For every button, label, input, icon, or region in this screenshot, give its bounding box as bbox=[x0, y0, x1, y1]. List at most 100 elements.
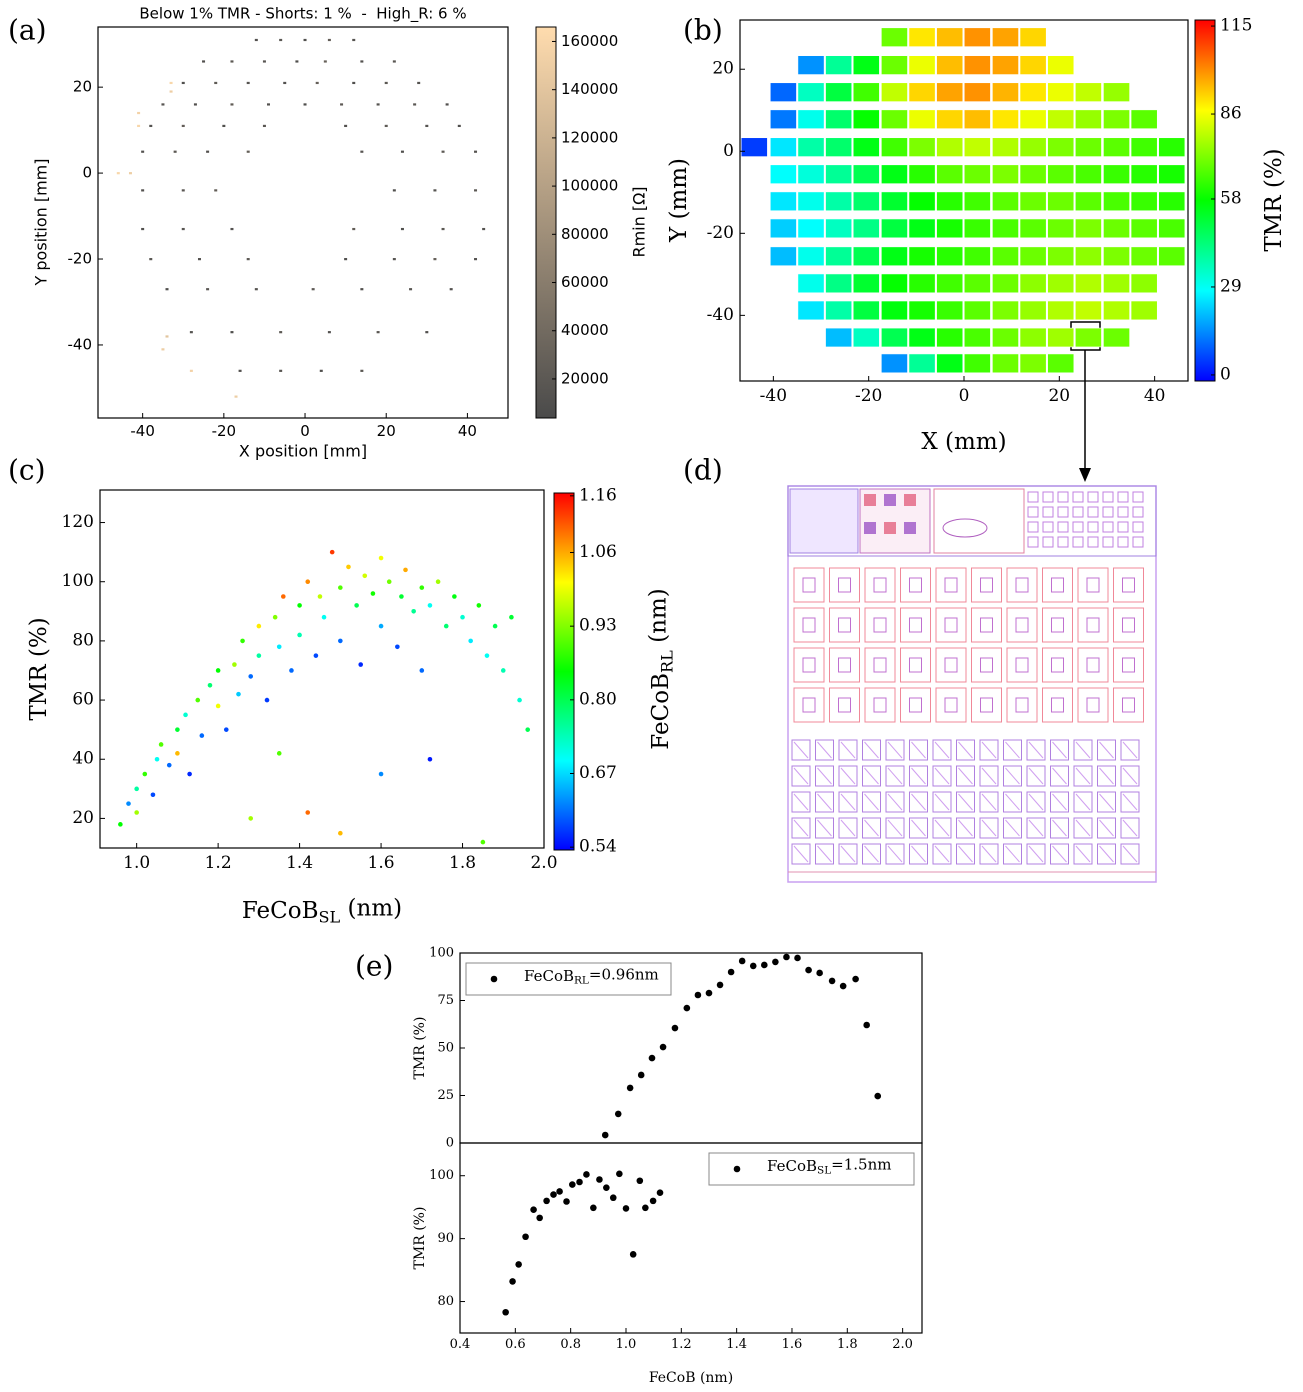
y-tick-label: 80 bbox=[72, 630, 94, 650]
diagram-shape bbox=[1072, 536, 1084, 548]
point bbox=[206, 288, 210, 291]
diagram-shape bbox=[873, 577, 887, 593]
diagram-shape bbox=[838, 697, 851, 713]
y-axis-label: TMR (%) bbox=[412, 1207, 428, 1270]
x-tick-label: 0.6 bbox=[505, 1337, 526, 1352]
diagram-shape bbox=[1052, 845, 1067, 863]
legend-label-tail: =0.96nm bbox=[589, 965, 659, 983]
point bbox=[248, 816, 254, 821]
colorbar-label-main: FeCoB bbox=[648, 673, 674, 750]
point bbox=[329, 549, 335, 555]
y-tick-label: 25 bbox=[437, 1088, 454, 1103]
point bbox=[295, 60, 299, 63]
point bbox=[254, 38, 258, 42]
point bbox=[262, 60, 266, 63]
die-cell bbox=[936, 191, 964, 212]
point bbox=[411, 609, 416, 614]
plot-frame bbox=[99, 489, 545, 849]
diagram-shape bbox=[1122, 819, 1138, 837]
point bbox=[395, 644, 400, 650]
point bbox=[303, 103, 307, 106]
die-cell bbox=[1103, 300, 1130, 321]
point bbox=[181, 227, 185, 231]
point bbox=[425, 124, 429, 128]
diagram-shape bbox=[864, 793, 879, 811]
point bbox=[246, 150, 250, 153]
die-cell bbox=[852, 191, 880, 212]
die-cell bbox=[936, 273, 964, 294]
die-cell bbox=[881, 82, 908, 102]
point bbox=[154, 756, 160, 762]
colorbar-label-tail: (nm) bbox=[646, 588, 672, 650]
diagram-shape bbox=[1073, 739, 1093, 761]
diagram-shape bbox=[904, 522, 916, 534]
die-cell bbox=[825, 300, 853, 321]
diagram-shape bbox=[900, 567, 931, 603]
die-cell bbox=[1130, 164, 1158, 184]
diagram-shape bbox=[793, 567, 825, 603]
die-cell bbox=[908, 218, 936, 239]
point bbox=[297, 632, 302, 638]
diagram-shape bbox=[789, 488, 859, 554]
die-cell bbox=[852, 164, 880, 184]
diagram-shape bbox=[793, 793, 809, 811]
x-tick-label: 1.4 bbox=[286, 853, 313, 873]
panel: 0.4 0.6 0.8 1.0 1.2 1.4 1.6 1.8 2.0 80 90 100 FeCoB … bbox=[412, 1142, 923, 1386]
point bbox=[794, 954, 801, 962]
die-cell bbox=[1103, 327, 1130, 348]
panel-label: (b) bbox=[683, 14, 723, 47]
diagram-shape bbox=[862, 791, 881, 813]
point bbox=[264, 697, 270, 703]
diagram-shape bbox=[884, 522, 896, 534]
diagram-shape bbox=[885, 817, 905, 839]
die-cell bbox=[963, 82, 991, 102]
die-cell bbox=[797, 55, 825, 75]
diagram-shape bbox=[1113, 687, 1144, 723]
point bbox=[256, 623, 262, 629]
die-cell bbox=[769, 137, 797, 157]
chart-title: Below 1% TMR - Shorts: 1 % - High_R: 6 % bbox=[139, 5, 466, 24]
diagram-shape bbox=[933, 488, 1025, 554]
point bbox=[183, 712, 188, 718]
diagram-shape bbox=[1117, 536, 1129, 548]
diagram-shape bbox=[1099, 767, 1114, 785]
x-tick-label: -20 bbox=[212, 422, 237, 440]
diagram-shape bbox=[911, 819, 926, 837]
diagram-shape bbox=[979, 739, 999, 761]
diagram-shape bbox=[840, 819, 856, 837]
y-tick-label: 80 bbox=[437, 1294, 454, 1309]
diagram-shape bbox=[971, 607, 1002, 643]
diagram-shape bbox=[864, 607, 896, 643]
point bbox=[543, 1197, 550, 1205]
diagram-shape bbox=[1102, 491, 1114, 503]
die-cell bbox=[825, 246, 853, 267]
point bbox=[515, 1261, 522, 1268]
diagram-shape bbox=[817, 793, 832, 811]
diagram-shape bbox=[1099, 741, 1114, 759]
point bbox=[321, 614, 327, 620]
point bbox=[126, 801, 131, 806]
diagram-shape bbox=[864, 687, 896, 723]
x-tick-label: -20 bbox=[855, 386, 882, 406]
point bbox=[378, 771, 384, 777]
diagram-shape bbox=[979, 817, 999, 839]
diagram-shape bbox=[1051, 697, 1064, 713]
diagram-shape bbox=[864, 647, 896, 683]
diagram-shape bbox=[1075, 741, 1091, 759]
diagram-shape bbox=[932, 765, 952, 787]
die-cell bbox=[881, 109, 908, 130]
diagram-shape bbox=[1057, 536, 1069, 548]
die-cell bbox=[1047, 327, 1075, 348]
die-cell bbox=[1047, 300, 1075, 321]
die-cell bbox=[908, 273, 936, 294]
diagram-shape bbox=[909, 657, 922, 673]
diagram-shape bbox=[1077, 567, 1109, 603]
point bbox=[452, 594, 457, 599]
point bbox=[360, 369, 364, 372]
x-tick-label: 1.0 bbox=[616, 1337, 637, 1352]
die-cell bbox=[908, 27, 936, 47]
diagram-shape bbox=[1003, 843, 1022, 865]
die-cell bbox=[1103, 82, 1130, 102]
point bbox=[433, 258, 437, 261]
diagram-shape bbox=[1075, 819, 1091, 837]
